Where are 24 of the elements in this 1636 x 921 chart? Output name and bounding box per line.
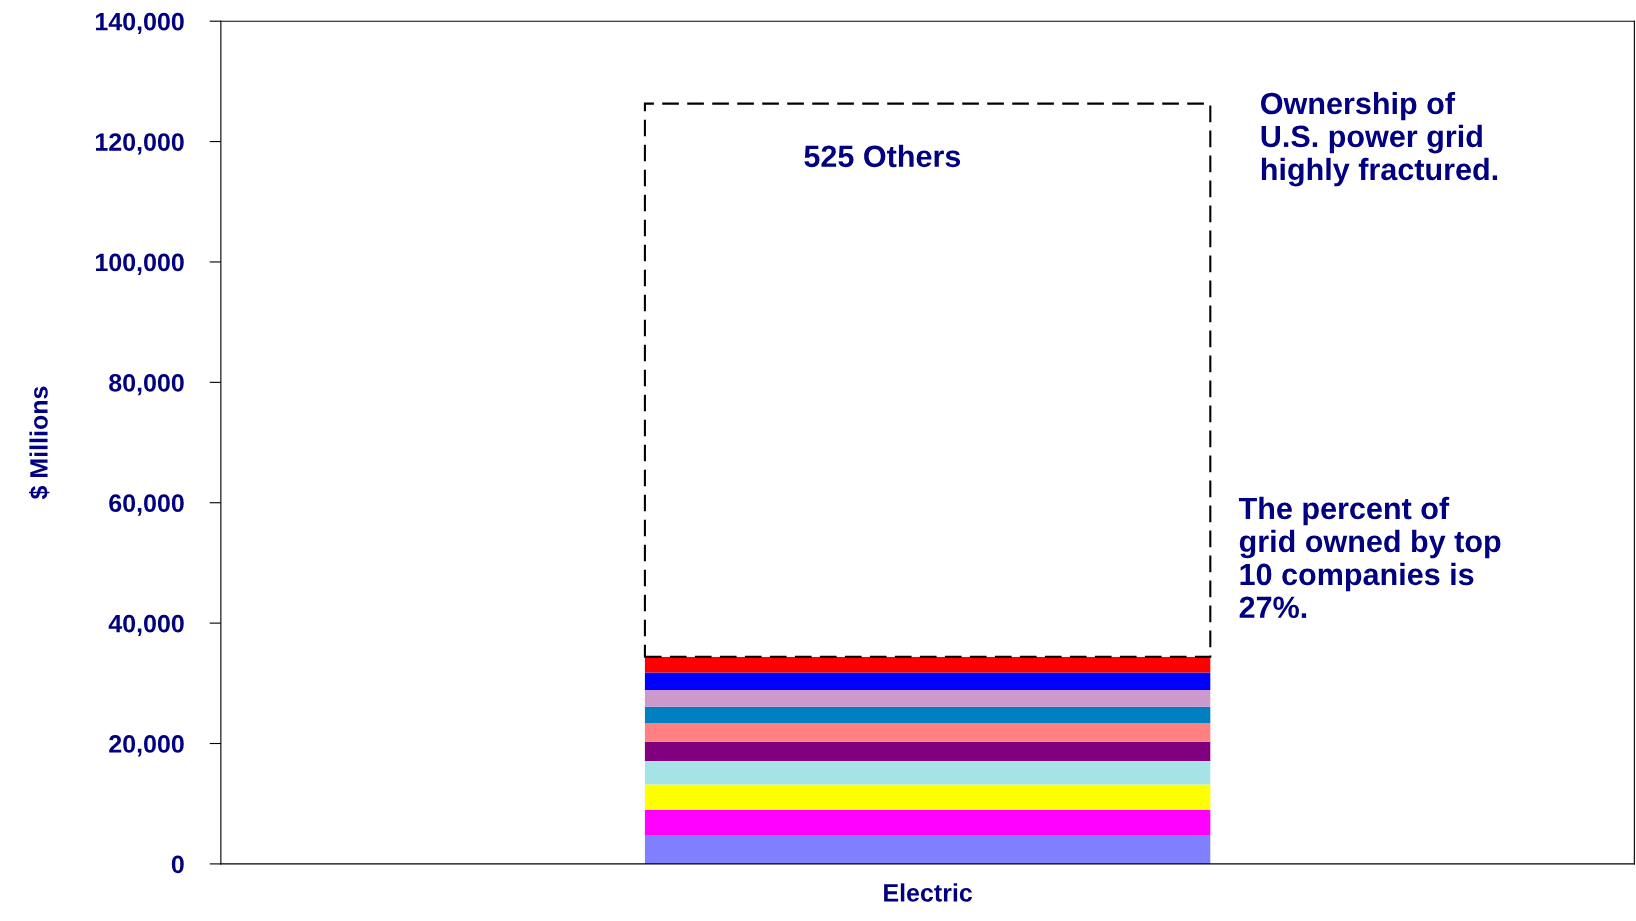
y-tick-label: 100,000 [95, 253, 184, 275]
annotation: Ownership of U.S. power grid highly fractured. [1261, 91, 1498, 187]
series-label: 525 Others [804, 144, 961, 168]
bar [644, 760, 1211, 785]
y-tick-label: 60,000 [109, 494, 184, 516]
y-tick-label: 140,000 [95, 12, 184, 35]
bar [644, 723, 1211, 742]
bar [644, 689, 1211, 707]
bar [644, 809, 1211, 835]
bar [644, 784, 1211, 810]
x-tick-label: Electric [884, 883, 973, 902]
y-tick-label: 0 [171, 855, 184, 874]
bar [644, 706, 1211, 724]
y-tick-label: 20,000 [109, 735, 184, 757]
bar [643, 102, 1212, 658]
annotation: The percent of grid owned by top 10 companies is 27%. [1238, 496, 1501, 619]
y-tick-label: 40,000 [108, 614, 184, 637]
y-tick-label: 120,000 [95, 133, 184, 155]
y-axis-title: $ Millions [28, 386, 50, 500]
bar [644, 656, 1211, 673]
bar [644, 835, 1211, 864]
y-tick-label: 80,000 [109, 373, 184, 396]
bar [644, 672, 1211, 690]
bar [644, 741, 1211, 761]
